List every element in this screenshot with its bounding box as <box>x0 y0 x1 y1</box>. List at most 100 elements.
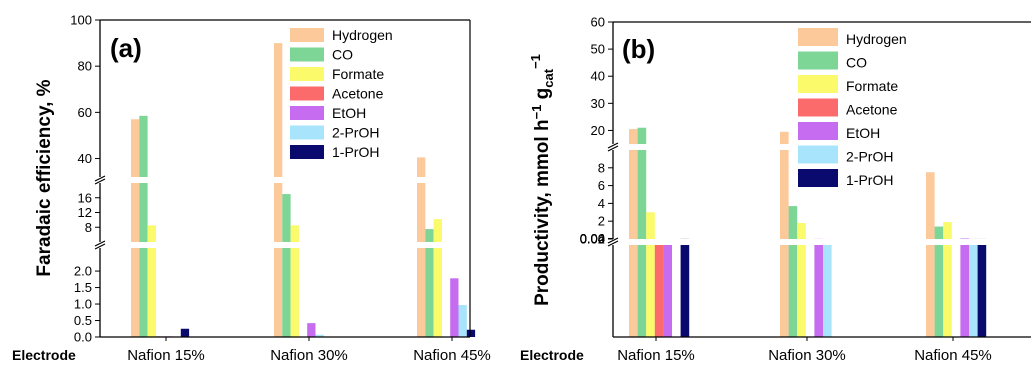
bar-2-proh-2 <box>823 238 832 337</box>
legend-label: Acetone <box>332 86 384 102</box>
bar-formate-2 <box>797 222 806 337</box>
bar-1-proh-1 <box>680 238 690 337</box>
bar-hydrogen-3 <box>926 172 935 337</box>
bar-formate-3 <box>433 219 442 337</box>
x-axis-title: Electrode <box>520 347 584 363</box>
legend-swatch-acetone <box>290 86 324 101</box>
bar-2-proh-3 <box>458 305 467 337</box>
legend: Hydrogen CO Formate Acetone EtOH 2-PrOH 1-PrOH <box>798 28 907 188</box>
bar-2-proh-2 <box>315 334 324 337</box>
legend-swatch-hydrogen <box>798 28 838 46</box>
y-tick-label: 0.0 <box>74 330 92 345</box>
bar-formate-1 <box>646 212 655 337</box>
bar-etoh-2 <box>814 238 823 337</box>
bar-formate-3 <box>943 222 952 337</box>
y-tick-label: 40 <box>78 151 92 166</box>
legend-label: 2-PrOH <box>332 125 379 141</box>
bar-co-2 <box>282 194 291 337</box>
legend-swatch-hydrogen <box>290 28 324 42</box>
y-tick-label: 0.00 <box>580 232 605 247</box>
y-tick-label: 1.0 <box>74 297 92 312</box>
y-tick-label: 40 <box>591 69 605 84</box>
legend-swatch-1-proh <box>798 169 838 187</box>
legend-label: CO <box>332 47 353 63</box>
x-axis-title: Electrode <box>12 347 76 363</box>
legend: Hydrogen CO Formate Acetone EtOH 2-PrOH 1-PrOH <box>290 27 393 160</box>
legend-swatch-2-proh <box>798 145 838 164</box>
bar-1-proh-1 <box>180 328 190 337</box>
y-tick-label: 50 <box>591 42 605 57</box>
bar-hydrogen-2 <box>780 131 789 337</box>
legend-label: CO <box>846 55 867 71</box>
legend-swatch-1-proh <box>290 145 324 159</box>
legend-swatch-co <box>290 47 324 62</box>
legend-label: 2-PrOH <box>846 149 893 165</box>
axis-break-mark-1a <box>607 240 619 247</box>
legend-label: Formate <box>846 78 898 94</box>
x-tick-label: Nafion 15% <box>127 347 205 364</box>
y-tick-label: 20 <box>591 123 605 138</box>
bar-formate-2 <box>290 225 299 337</box>
y-axis-title: Productivity, mmol h−1 gcat−1 <box>528 54 556 306</box>
bar-1-proh-3 <box>466 329 476 337</box>
y-tick-label: 1.5 <box>74 280 92 295</box>
y-tick-label: 0.06 <box>580 231 605 246</box>
y-tick-label: 6 <box>598 178 605 193</box>
bar-etoh-3 <box>960 238 969 337</box>
legend-label: 1-PrOH <box>846 172 893 188</box>
axis-break-mark-2a <box>94 178 106 185</box>
legend-label: Hydrogen <box>846 31 907 47</box>
legend-label: 1-PrOH <box>332 144 379 160</box>
y-tick-label: 16 <box>78 190 92 205</box>
bar-co-1 <box>139 115 148 337</box>
bar-etoh-1 <box>663 238 672 337</box>
x-tick-label: Nafion 15% <box>617 347 695 364</box>
bar-etoh-2 <box>307 323 316 337</box>
bar-2-proh-3 <box>969 238 978 337</box>
bar-co-1 <box>637 127 647 337</box>
axis-break-mark-1b <box>607 237 619 244</box>
legend-label: EtOH <box>332 105 366 121</box>
bar-hydrogen-2 <box>274 43 283 338</box>
y-tick-label: 2.0 <box>74 264 92 279</box>
legend-swatch-acetone <box>798 98 838 117</box>
x-tick-label: Nafion 30% <box>768 347 846 364</box>
axis-break-mark-1a <box>94 243 106 250</box>
axis-break-mark-2b <box>94 175 106 182</box>
y-tick-label: 0.02 <box>580 231 605 246</box>
y-axis-title: Faradaic efficiency, % <box>34 79 55 276</box>
axis-break-mark-2a <box>607 145 619 152</box>
legend-swatch-formate <box>290 67 324 81</box>
legend-swatch-etoh <box>798 122 838 140</box>
chart-panel-b: 0.000.020.040.06 2 4 6 8 20 30 40 50 60 Nafion 15%… <box>520 15 1031 364</box>
axis-break-band-1 <box>614 239 1031 245</box>
y-tick-label: 0.04 <box>580 231 605 246</box>
y-tick-label: 100 <box>70 13 92 28</box>
y-tick-label: 80 <box>78 59 92 74</box>
legend-swatch-etoh <box>290 106 324 120</box>
y-tick-label: 0.5 <box>74 313 92 328</box>
y-tick-label: 30 <box>591 96 605 111</box>
y-tick-label: 60 <box>78 105 92 120</box>
y-tick-label: 2 <box>598 214 605 229</box>
x-tick-label: Nafion 30% <box>270 347 348 364</box>
y-tick-label: 8 <box>598 160 605 175</box>
legend-label: Acetone <box>846 102 898 118</box>
bar-formate-1 <box>147 225 156 337</box>
x-tick-label: Nafion 45% <box>914 347 992 364</box>
y-tick-label: 60 <box>591 15 605 30</box>
legend-label: Formate <box>332 66 384 82</box>
bar-etoh-3 <box>450 278 459 337</box>
axis-break-band-1 <box>101 242 470 248</box>
axis-break-band-2 <box>101 177 470 183</box>
bar-1-proh-3 <box>977 238 987 337</box>
legend-label: EtOH <box>846 125 880 141</box>
y-tick-label: 12 <box>78 205 92 220</box>
legend-label: Hydrogen <box>332 27 393 43</box>
axis-break-mark-1b <box>94 240 106 247</box>
legend-swatch-co <box>798 51 838 70</box>
bar-co-3 <box>425 229 434 337</box>
y-tick-label: 4 <box>598 196 605 211</box>
